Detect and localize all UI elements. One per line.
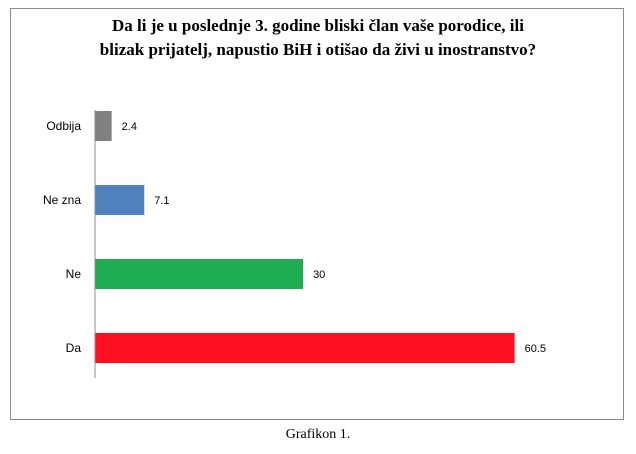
chart-title-line-2: blizak prijatelj, napustio BiH i otišao … bbox=[99, 40, 537, 59]
value-label: 60.5 bbox=[525, 343, 546, 355]
category-label: Ne zna bbox=[43, 193, 81, 207]
chart-title-line-1: Da li je u poslednje 3. godine bliski čl… bbox=[112, 16, 524, 35]
bar-odbija bbox=[95, 111, 112, 141]
category-label: Odbija bbox=[46, 119, 81, 133]
bar-ne-zna bbox=[95, 185, 145, 215]
chart-title: Da li je u poslednje 3. godine bliski čl… bbox=[0, 14, 636, 62]
bar-ne bbox=[95, 259, 304, 289]
value-label: 2.4 bbox=[122, 121, 137, 133]
figure-caption: Grafikon 1. bbox=[285, 427, 351, 442]
bar-da bbox=[95, 333, 515, 363]
value-label: 7.1 bbox=[154, 195, 169, 207]
value-label: 30 bbox=[313, 269, 325, 281]
category-label: Da bbox=[66, 341, 82, 355]
category-label: Ne bbox=[66, 267, 82, 281]
